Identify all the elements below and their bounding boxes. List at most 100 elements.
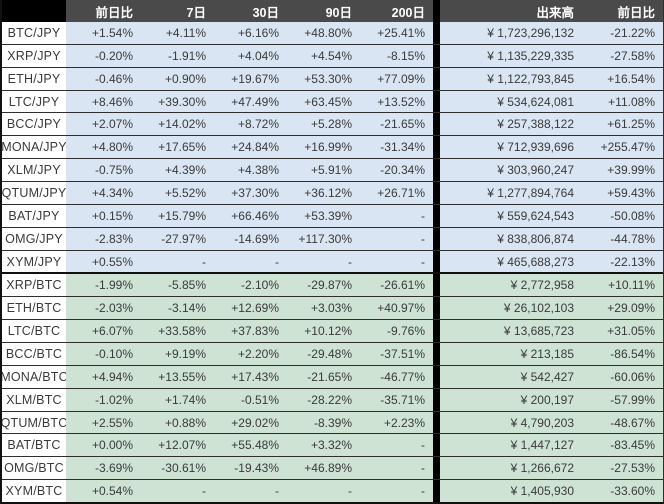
- change-200d-cell: +40.97%: [377, 301, 425, 316]
- pair-label[interactable]: XLM/BTC: [2, 388, 66, 411]
- table-row-bat-btc[interactable]: BAT/BTC +0.00% +12.07% +55.48% +3.32% - …: [2, 433, 663, 457]
- change-30d-cell: +55.48%: [231, 438, 279, 453]
- header-separator: [433, 0, 440, 22]
- table-row-bcc-btc[interactable]: BCC/BTC -0.10% +9.19% +2.20% -29.48% -37…: [2, 342, 663, 365]
- change-30d-cell: -14.69%: [234, 231, 279, 246]
- change-90d-cell: +46.89%: [304, 461, 352, 476]
- column-separator: [433, 136, 440, 159]
- table-row-ltc-btc[interactable]: LTC/BTC +6.07% +33.58% +37.83% +10.12% -…: [2, 319, 663, 343]
- pair-label[interactable]: XYM/JPY: [2, 250, 66, 273]
- change-30d-cell: +66.46%: [231, 208, 279, 223]
- table-row-eth-jpy[interactable]: ETH/JPY -0.46% +0.90% +19.67% +53.30% +7…: [2, 66, 663, 90]
- change-1d-cell: -0.10%: [94, 346, 133, 361]
- pair-label[interactable]: XRP/BTC: [2, 274, 66, 297]
- change-1d-cell: -0.20%: [94, 48, 133, 63]
- pair-label[interactable]: QTUM/BTC: [2, 411, 66, 434]
- table-row-xym-btc[interactable]: XYM/BTC +0.54% - - - - ¥ 1,405,930 -33.6…: [2, 479, 663, 502]
- volume-change-1d-cell: +39.99%: [607, 163, 655, 178]
- table-row-qtum-btc[interactable]: QTUM/BTC +2.55% +0.88% +29.02% -8.39% +2…: [2, 410, 663, 434]
- change-90d-cell: -29.48%: [307, 346, 352, 361]
- table-body: BTC/JPY +1.54% +4.11% +6.16% +48.80% +25…: [2, 22, 663, 502]
- pair-label[interactable]: OMG/BTC: [2, 457, 66, 480]
- volume-change-1d-cell: -83.45%: [610, 438, 655, 453]
- change-200d-cell: -37.51%: [380, 346, 425, 361]
- change-7d-cell: -: [202, 484, 206, 499]
- header-volume-change-1d: 前日比: [582, 0, 663, 22]
- pair-label[interactable]: BCC/JPY: [2, 113, 66, 136]
- change-30d-cell: -0.51%: [240, 392, 279, 407]
- change-30d-cell: +2.20%: [237, 346, 279, 361]
- volume-change-1d-cell: -86.54%: [610, 346, 655, 361]
- pair-label[interactable]: MONA/JPY: [2, 136, 66, 159]
- pair-label[interactable]: XRP/JPY: [2, 44, 66, 67]
- change-90d-cell: +53.39%: [304, 208, 352, 223]
- pair-label[interactable]: BCC/BTC: [2, 343, 66, 365]
- table-row-bcc-jpy[interactable]: BCC/JPY +2.07% +14.02% +8.72% +5.28% -21…: [2, 112, 663, 136]
- column-separator: [433, 22, 440, 44]
- table-row-xym-jpy[interactable]: XYM/JPY +0.55% - - - - ¥ 465,688,273 -22…: [2, 249, 663, 273]
- column-separator: [433, 320, 440, 343]
- change-1d-cell: +8.46%: [91, 94, 133, 109]
- change-200d-cell: +25.41%: [377, 25, 425, 40]
- pair-label[interactable]: ETH/BTC: [2, 297, 66, 320]
- pair-label[interactable]: MONA/BTC: [2, 365, 66, 388]
- column-separator: [433, 159, 440, 182]
- change-1d-cell: -1.99%: [94, 278, 133, 293]
- table-row-eth-btc[interactable]: ETH/BTC -2.03% -3.14% +12.69% +3.03% +40…: [2, 296, 663, 320]
- volume-cell: ¥ 712,939,696: [497, 140, 574, 155]
- change-200d-cell: -: [421, 461, 425, 476]
- change-200d-cell: -9.76%: [386, 324, 425, 339]
- table-row-ltc-jpy[interactable]: LTC/JPY +8.46% +39.30% +47.49% +63.45% +…: [2, 89, 663, 113]
- volume-cell: ¥ 1,277,894,764: [487, 185, 574, 200]
- header-corner-cell: [2, 0, 66, 22]
- header-change-200d: 200日: [360, 0, 433, 22]
- pair-label[interactable]: BTC/JPY: [2, 22, 66, 44]
- pair-label[interactable]: ETH/JPY: [2, 67, 66, 90]
- pair-label[interactable]: BAT/JPY: [2, 204, 66, 227]
- pair-label[interactable]: BAT/BTC: [2, 434, 66, 457]
- volume-cell: ¥ 213,185: [520, 346, 574, 361]
- volume-cell: ¥ 534,624,081: [497, 94, 574, 109]
- table-row-xrp-btc[interactable]: XRP/BTC -1.99% -5.85% -2.10% -29.87% -26…: [2, 272, 663, 297]
- change-90d-cell: -28.22%: [307, 392, 352, 407]
- change-7d-cell: +1.74%: [164, 392, 206, 407]
- change-200d-cell: -46.77%: [380, 369, 425, 384]
- column-separator: [433, 250, 440, 273]
- volume-change-1d-cell: +29.09%: [607, 301, 655, 316]
- volume-cell: ¥ 1,122,793,845: [487, 71, 574, 86]
- volume-change-1d-cell: +10.11%: [608, 278, 655, 293]
- change-30d-cell: +37.30%: [231, 185, 279, 200]
- volume-cell: ¥ 4,790,203: [510, 415, 574, 430]
- pair-label[interactable]: LTC/JPY: [2, 90, 66, 113]
- change-7d-cell: +39.30%: [158, 94, 206, 109]
- change-90d-cell: +4.54%: [310, 48, 352, 63]
- table-row-bat-jpy[interactable]: BAT/JPY +0.15% +15.79% +66.46% +53.39% -…: [2, 203, 663, 227]
- change-7d-cell: +5.52%: [164, 185, 206, 200]
- change-200d-cell: -: [421, 254, 425, 269]
- pair-label[interactable]: LTC/BTC: [2, 320, 66, 343]
- table-row-omg-btc[interactable]: OMG/BTC -3.69% -30.61% -19.43% +46.89% -…: [2, 456, 663, 480]
- change-7d-cell: -27.97%: [161, 231, 206, 246]
- table-row-omg-jpy[interactable]: OMG/JPY -2.83% -27.97% -14.69% +117.30% …: [2, 226, 663, 250]
- pair-label[interactable]: XLM/JPY: [2, 159, 66, 182]
- change-90d-cell: -21.65%: [307, 369, 352, 384]
- volume-change-1d-cell: -21.22%: [610, 25, 655, 40]
- change-90d-cell: -29.87%: [307, 278, 352, 293]
- table-row-xlm-jpy[interactable]: XLM/JPY -0.75% +4.39% +4.38% +5.91% -20.…: [2, 158, 663, 182]
- table-row-mona-btc[interactable]: MONA/BTC +4.94% +13.55% +17.43% -21.65% …: [2, 364, 663, 388]
- change-1d-cell: +0.15%: [91, 208, 133, 223]
- pair-label[interactable]: OMG/JPY: [2, 227, 66, 250]
- column-separator: [433, 388, 440, 411]
- change-30d-cell: +19.67%: [231, 71, 279, 86]
- volume-cell: ¥ 1,723,296,132: [487, 25, 574, 40]
- change-1d-cell: +1.54%: [91, 25, 133, 40]
- pair-label[interactable]: QTUM/JPY: [2, 182, 66, 204]
- change-30d-cell: +47.49%: [231, 94, 279, 109]
- change-200d-cell: +26.71%: [377, 185, 425, 200]
- table-row-xrp-jpy[interactable]: XRP/JPY -0.20% -1.91% +4.04% +4.54% -8.1…: [2, 43, 663, 67]
- table-row-xlm-btc[interactable]: XLM/BTC -1.02% +1.74% -0.51% -28.22% -35…: [2, 387, 663, 411]
- pair-label[interactable]: XYM/BTC: [2, 480, 66, 502]
- table-row-qtum-jpy[interactable]: QTUM/JPY +4.34% +5.52% +37.30% +36.12% +…: [2, 181, 663, 204]
- table-row-mona-jpy[interactable]: MONA/JPY +4.80% +17.65% +24.84% +16.99% …: [2, 135, 663, 159]
- table-row-btc-jpy[interactable]: BTC/JPY +1.54% +4.11% +6.16% +48.80% +25…: [2, 22, 663, 44]
